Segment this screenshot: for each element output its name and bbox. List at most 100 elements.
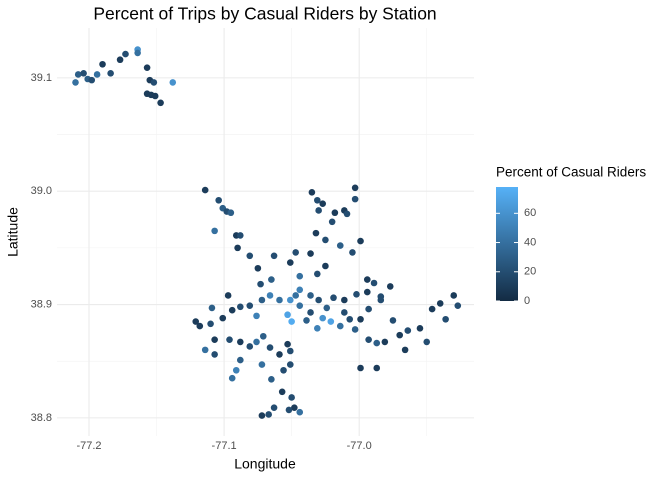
station-point: [292, 249, 299, 256]
station-point: [284, 311, 291, 319]
station-point: [74, 71, 82, 78]
station-point: [386, 283, 394, 290]
x-tick-label: -77.0: [347, 440, 372, 452]
station-point: [228, 374, 236, 382]
station-point: [312, 229, 320, 237]
station-point: [288, 318, 295, 325]
station-point: [211, 336, 218, 343]
station-point: [365, 305, 372, 313]
station-point: [286, 296, 294, 304]
colorbar-label: 0: [524, 295, 530, 307]
station-point: [151, 92, 159, 100]
station-point: [284, 340, 291, 348]
station-point: [266, 344, 274, 351]
station-point: [381, 338, 389, 346]
station-point: [296, 408, 304, 416]
station-point: [351, 184, 359, 192]
station-point: [88, 76, 96, 84]
station-point: [286, 361, 294, 368]
station-point: [436, 300, 444, 307]
y-tick-label: 39.1: [31, 72, 52, 84]
station-point: [258, 296, 266, 304]
station-point: [211, 227, 218, 235]
station-point: [323, 304, 331, 312]
station-point: [322, 262, 329, 270]
colorbar-label: 40: [524, 236, 536, 248]
station-point: [314, 196, 321, 204]
x-axis-title: Longitude: [234, 456, 296, 472]
station-point: [351, 326, 359, 333]
station-point: [246, 302, 254, 309]
station-point: [370, 279, 378, 287]
colorbar-label: 20: [524, 266, 536, 278]
chart-title: Percent of Trips by Casual Riders by Sta…: [93, 4, 436, 24]
station-point: [234, 244, 241, 252]
station-point: [280, 366, 287, 374]
station-point: [288, 394, 295, 401]
station-point: [296, 286, 304, 294]
station-point: [357, 237, 364, 245]
station-point: [211, 351, 218, 358]
station-point: [143, 64, 151, 71]
station-point: [343, 210, 351, 218]
station-point: [99, 60, 106, 68]
station-point: [315, 207, 322, 214]
station-point: [226, 336, 233, 343]
station-point: [246, 252, 254, 260]
station-point: [259, 332, 267, 340]
station-point: [389, 317, 397, 324]
station-point: [286, 347, 294, 355]
colorbar-label: 60: [524, 207, 536, 219]
station-point: [122, 50, 129, 58]
station-point: [319, 314, 327, 322]
station-point: [328, 218, 336, 226]
station-point: [201, 186, 209, 194]
station-point: [266, 292, 274, 299]
station-point: [330, 294, 337, 302]
station-point: [276, 351, 283, 358]
station-point: [157, 99, 164, 107]
station-point: [307, 250, 314, 257]
station-point: [237, 232, 244, 239]
station-point: [215, 196, 222, 204]
station-point: [351, 195, 359, 203]
station-point: [357, 315, 364, 323]
station-point: [219, 314, 227, 322]
station-point: [208, 304, 216, 312]
legend-title: Percent of Casual Riders: [496, 165, 646, 180]
x-tick-label: -77.1: [212, 440, 237, 452]
station-point: [315, 296, 322, 304]
station-point: [196, 322, 204, 330]
station-point: [349, 249, 356, 256]
station-point: [442, 315, 449, 323]
station-point: [401, 346, 409, 354]
station-point: [314, 325, 321, 332]
station-point: [270, 404, 278, 411]
station-point: [237, 356, 244, 364]
station-point: [303, 317, 310, 324]
y-axis-title: Latitude: [5, 207, 21, 257]
station-point: [365, 336, 372, 343]
station-point: [116, 56, 124, 64]
station-point: [72, 79, 79, 86]
station-point: [373, 339, 381, 347]
station-point: [107, 70, 114, 77]
station-point: [341, 309, 348, 316]
station-point: [258, 412, 266, 419]
y-tick-label: 38.8: [31, 412, 52, 424]
station-point: [201, 346, 209, 354]
station-point: [404, 327, 412, 334]
station-point: [253, 338, 260, 346]
station-point: [416, 325, 424, 332]
station-point: [336, 242, 344, 249]
station-point: [373, 364, 381, 372]
station-point: [257, 280, 264, 288]
station-point: [428, 305, 436, 313]
station-point: [268, 276, 275, 283]
station-point: [265, 411, 272, 418]
station-point: [357, 364, 364, 372]
station-point: [450, 292, 458, 299]
station-point: [232, 366, 240, 374]
station-point: [341, 296, 348, 304]
